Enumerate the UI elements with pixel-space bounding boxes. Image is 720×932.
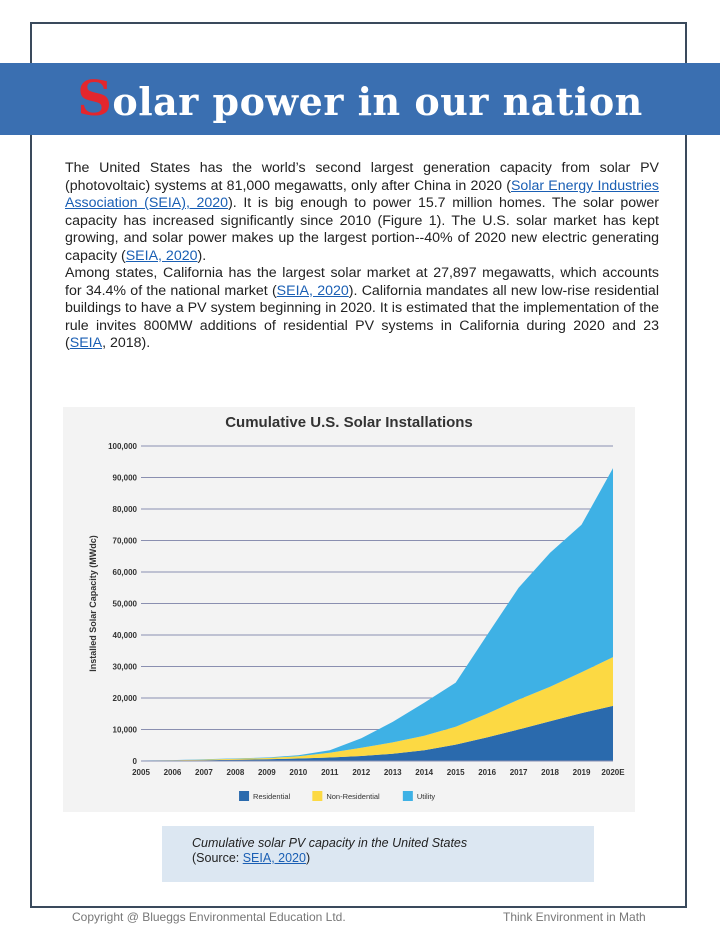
paragraph-2-text-b: ). California mandates all new low-rise … [65,282,659,352]
y-tick-label: 80,000 [113,505,138,514]
chart-title: Cumulative U.S. Solar Installations [225,414,473,431]
footer-tagline: Think Environment in Math [503,910,646,924]
y-tick-label: 60,000 [113,568,138,577]
legend-label-non-residential: Non-Residential [326,792,380,801]
solar-installations-chart: Cumulative U.S. Solar Installations 0 10,0… [63,407,635,812]
x-tick-label: 2015 [447,768,465,777]
x-tick-label: 2011 [321,768,339,777]
seia-link-2[interactable]: SEIA, 2020 [125,247,198,264]
title-first-letter: S [77,71,113,127]
footer-copyright: Copyright @ Blueggs Environmental Educat… [72,910,346,924]
legend-label-residential: Residential [253,792,290,801]
caption-text: Cumulative solar PV capacity in the Unit… [192,836,467,866]
legend-swatch-non-residential [312,791,323,801]
paragraph-1-text-b: ). It is big enough to power 15.7 millio… [65,195,659,264]
x-tick-label: 2005 [132,768,150,777]
y-tick-label: 70,000 [113,537,138,546]
x-tick-label: 2017 [510,768,528,777]
paragraph-2-text-a: Among states, California has the largest… [65,265,659,299]
title-banner: Solar power in our nation [0,63,720,135]
page-title: Solar power in our nation [0,63,720,135]
paragraph-2-text-c: , 2018). [102,335,151,351]
caption-source-link[interactable]: SEIA, 2020 [242,851,306,865]
x-tick-label: 2010 [289,768,307,777]
seia-link-4[interactable]: SEIA [69,335,103,351]
seia-link-1[interactable]: Solar Energy Industries Association (SEI… [65,177,659,212]
y-tick-label: 20,000 [113,694,138,703]
y-tick-label: 100,000 [108,442,137,451]
legend-swatch-utility [402,791,413,801]
x-tick-label: 2020E [601,768,625,777]
y-tick-label: 90,000 [113,474,138,483]
area-non-residential [141,657,613,761]
y-tick-label: 0 [133,757,138,766]
area-utility [141,468,613,761]
chart-svg: Cumulative U.S. Solar Installations 0 10,0… [88,414,625,801]
area-residential [141,705,613,761]
paragraph-1-text-c: ). [197,247,207,264]
x-tick-label: 2006 [164,768,182,777]
y-tick-label: 10,000 [113,726,138,735]
figure-caption: Cumulative solar PV capacity in the Unit… [162,826,594,882]
paragraph-2: Among states, California has the largest… [65,265,659,353]
x-tick-label: 2013 [384,768,402,777]
x-tick-label: 2018 [541,768,559,777]
y-tick-label: 50,000 [113,600,138,609]
title-rest: olar power in our nation [112,79,643,124]
caption-source: (Source: SEIA, 2020) [192,851,467,866]
caption-source-suffix: ) [305,851,311,865]
y-tick-label: 40,000 [113,631,138,640]
caption-source-prefix: (Source: [192,851,243,865]
paragraph-1: The United States has the world’s second… [65,160,659,265]
paragraph-1-text-a: The United States has the world’s second… [65,160,659,194]
x-tick-label: 2014 [415,768,433,777]
body-text: The United States has the world’s second… [65,160,659,353]
x-tick-label: 2012 [352,768,370,777]
x-tick-label: 2007 [195,768,213,777]
y-axis-title: Installed Solar Capacity (MWdc) [88,535,98,672]
legend-label-utility: Utility [417,792,436,801]
seia-link-3[interactable]: SEIA, 2020 [276,282,349,299]
x-tick-label: 2019 [573,768,591,777]
y-tick-label: 30,000 [113,663,138,672]
legend-swatch-residential [239,791,250,801]
x-tick-label: 2016 [478,768,496,777]
x-tick-label: 2008 [227,768,245,777]
caption-line: Cumulative solar PV capacity in the Unit… [192,836,468,850]
x-tick-label: 2009 [258,768,276,777]
